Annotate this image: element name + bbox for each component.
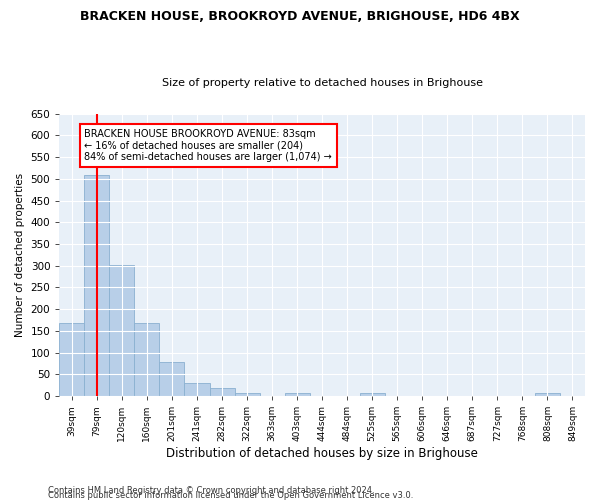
Bar <box>160 362 184 396</box>
Text: Contains public sector information licensed under the Open Government Licence v3: Contains public sector information licen… <box>48 491 413 500</box>
Text: Contains HM Land Registry data © Crown copyright and database right 2024.: Contains HM Land Registry data © Crown c… <box>48 486 374 495</box>
Bar <box>184 382 209 396</box>
Bar <box>59 323 85 396</box>
Bar <box>284 392 310 396</box>
Bar <box>535 393 560 396</box>
Bar <box>209 388 235 396</box>
Text: BRACKEN HOUSE BROOKROYD AVENUE: 83sqm
← 16% of detached houses are smaller (204): BRACKEN HOUSE BROOKROYD AVENUE: 83sqm ← … <box>85 129 332 162</box>
X-axis label: Distribution of detached houses by size in Brighouse: Distribution of detached houses by size … <box>166 447 478 460</box>
Bar <box>85 174 109 396</box>
Bar <box>134 323 160 396</box>
Title: Size of property relative to detached houses in Brighouse: Size of property relative to detached ho… <box>161 78 482 88</box>
Bar <box>109 265 134 396</box>
Bar <box>360 393 385 396</box>
Text: BRACKEN HOUSE, BROOKROYD AVENUE, BRIGHOUSE, HD6 4BX: BRACKEN HOUSE, BROOKROYD AVENUE, BRIGHOU… <box>80 10 520 23</box>
Bar <box>235 393 260 396</box>
Y-axis label: Number of detached properties: Number of detached properties <box>15 173 25 337</box>
